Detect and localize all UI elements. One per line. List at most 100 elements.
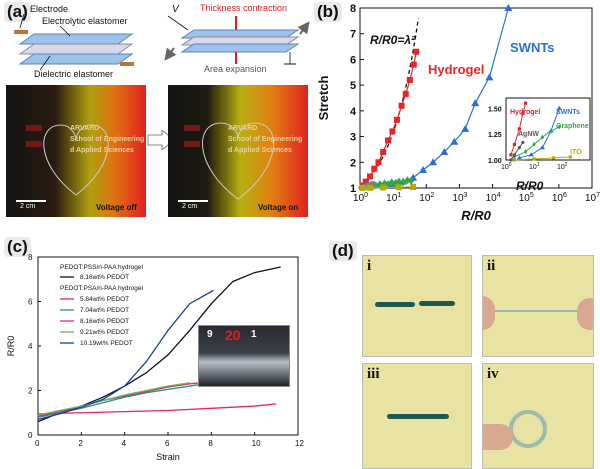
inset-point: [523, 149, 528, 155]
inset-point: [517, 146, 521, 150]
data-point: [450, 137, 459, 145]
subpanel-label: iii: [367, 366, 380, 382]
legend-label: 10.19wt% PEDOT: [80, 340, 133, 347]
data-point: [404, 176, 411, 185]
data-point: [375, 159, 382, 166]
x-axis-label: Strain: [156, 452, 180, 462]
legend-label: 5.84wt% PEDOT: [80, 296, 129, 303]
data-point: [388, 178, 395, 187]
ruler-tick-20: 20: [225, 327, 241, 343]
scale-label: 2 cm: [20, 203, 36, 210]
data-point: [402, 91, 409, 98]
legend-group-label: PEDOT:PSA/n-PAA hydrogel: [60, 285, 144, 292]
photo-text-line-3: d Applied Sciences: [228, 147, 292, 154]
x-tick-label: 103: [452, 192, 467, 204]
ruler-tick-1: 1: [251, 329, 257, 340]
data-point: [408, 176, 415, 185]
data-point: [485, 73, 494, 81]
x-tick-label: 107: [585, 192, 600, 204]
data-point: [385, 137, 392, 144]
inset-point: [517, 127, 521, 131]
fiber-segment-right: [419, 301, 455, 306]
data-point: [385, 180, 392, 189]
formula-label: R/R0=λ²: [370, 33, 416, 47]
swnts-label: SWNTs: [510, 40, 555, 55]
voltage-symbol: V: [172, 4, 180, 15]
y-tick-label: 8: [28, 253, 33, 262]
panel-a-label: (a): [4, 2, 31, 22]
y-tick-label: 8: [350, 3, 356, 15]
data-point: [380, 184, 387, 191]
y-tick-label: 2: [28, 387, 33, 396]
subpanel-i: i: [362, 255, 472, 357]
inset-point: [512, 153, 517, 157]
data-point: [395, 177, 402, 186]
series-line: [37, 382, 190, 416]
inset-point: [521, 111, 525, 116]
fiber-segment-left: [375, 302, 415, 307]
subpanel-ii: ii: [482, 255, 594, 357]
inset-point: [539, 145, 546, 150]
inset-point: [532, 157, 536, 161]
photo-caption-on: Voltage on: [258, 203, 299, 212]
y-tick-label: 1: [350, 183, 356, 195]
legend-label: 7.04wt% PEDOT: [80, 307, 129, 314]
subpanel-label: iv: [487, 366, 499, 382]
inset-point: [521, 140, 525, 145]
inset-y-tick: 1.50: [488, 106, 502, 113]
electrode-bottom: [120, 62, 134, 66]
inset-x-tick: 100: [501, 162, 512, 171]
electrolyte-layer-bottom: [18, 53, 134, 65]
y-tick-label: 5: [350, 80, 356, 92]
data-point: [419, 166, 428, 173]
x-tick-label: 4: [122, 439, 127, 448]
inset-x-axis-label: R/R0: [516, 179, 544, 193]
y-tick-label: 6: [28, 298, 33, 307]
fiber-ring: [509, 410, 547, 448]
scale-label: 2 cm: [182, 203, 198, 210]
x-tick-label: 0: [35, 439, 40, 448]
finger-holding: [483, 424, 513, 450]
panel-d: (d) i ii iii iv: [325, 235, 600, 469]
data-point: [371, 165, 378, 172]
inset-point: [509, 158, 513, 162]
x-tick-label: 8: [208, 439, 213, 448]
expanded-bottom: [180, 43, 300, 53]
electrolyte-layer-top: [18, 33, 134, 45]
stretched-fiber: [493, 310, 585, 312]
electrode-top: [14, 30, 28, 34]
subpanel-iv: iv: [482, 363, 594, 469]
data-point: [440, 148, 449, 155]
subpanel-label: ii: [487, 258, 496, 274]
x-tick-label: 12: [295, 439, 304, 448]
series-line: [37, 289, 214, 421]
panel-c-label: (c): [4, 237, 31, 257]
inset-photo: 9 20 1: [198, 325, 290, 387]
x-tick-label: 105: [519, 192, 534, 204]
y-axis-label: Stretch: [316, 76, 331, 121]
subpanel-iii: iii: [362, 363, 472, 469]
y-axis-label: R/R0: [6, 336, 16, 357]
inset-point: [568, 155, 573, 159]
x-tick-label: 101: [386, 192, 401, 204]
legend-label: 8.16wt% PEDOT: [80, 318, 129, 325]
photo-voltage-off: ARVARD School of Engineering d Applied S…: [6, 85, 146, 217]
panel-a: (a) Electrode Electrolytic elastomer Die…: [0, 0, 310, 220]
inset-point: [516, 155, 522, 160]
inset-y-tick: 1.25: [488, 132, 502, 139]
inset-legend-label: ITO: [570, 149, 582, 156]
healed-fiber: [387, 414, 449, 419]
data-point: [406, 77, 413, 83]
electrode-label: Electrode: [30, 4, 68, 14]
data-point: [461, 124, 470, 132]
dielectric-label: Dielectric elastomer: [34, 69, 113, 79]
data-point: [395, 184, 402, 191]
y-tick-label: 7: [350, 29, 356, 41]
area-label: Area expansion: [204, 64, 267, 74]
x-tick-label: 104: [486, 192, 501, 204]
photo-text-line-2: School of Engineering: [228, 136, 303, 143]
inset-point: [549, 128, 553, 134]
inset-legend-label: SWNTs: [556, 109, 580, 116]
data-point: [380, 149, 387, 155]
data-point: [359, 185, 366, 191]
